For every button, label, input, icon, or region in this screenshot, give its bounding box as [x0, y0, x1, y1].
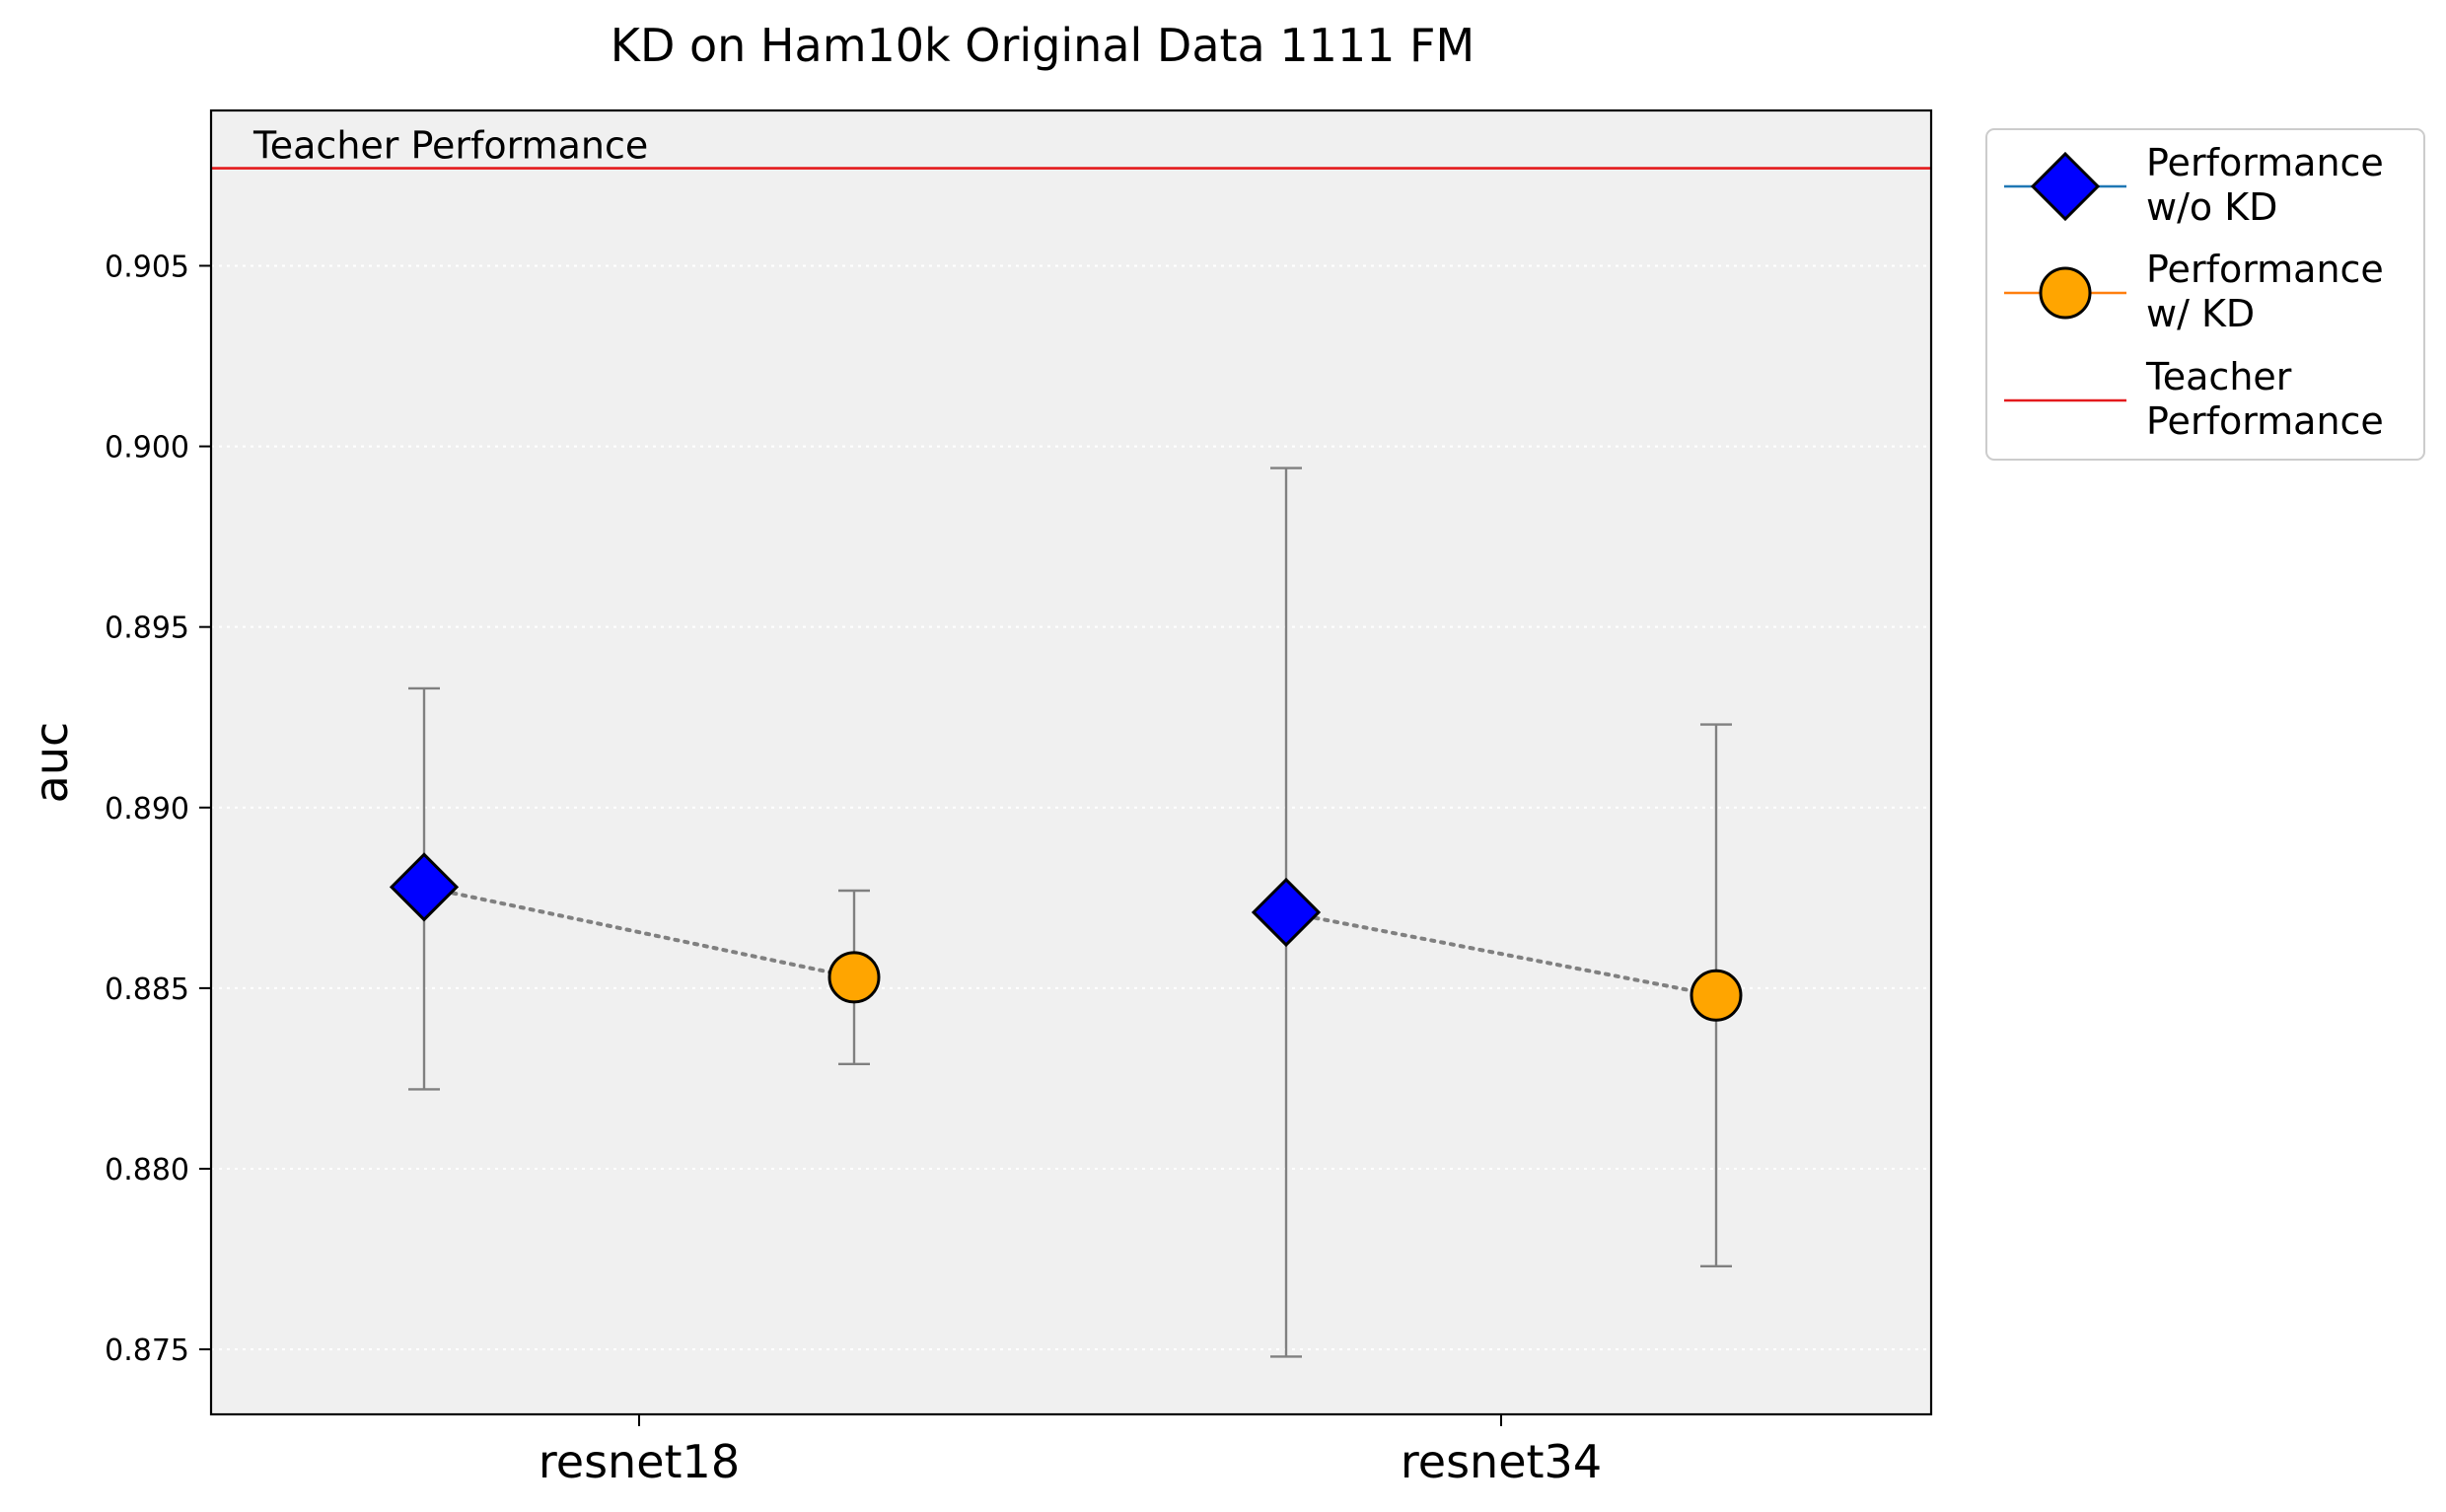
plot-area: [211, 110, 1931, 1414]
y-axis: 0.875 0.880 0.885 0.890 0.895 0.900 0.905: [105, 250, 211, 1368]
teacher-reference: Teacher Performance: [211, 124, 1931, 170]
y-tick-label: 0.890: [105, 792, 189, 827]
grid-lines: [211, 264, 1931, 1351]
y-tick-label: 0.900: [105, 431, 189, 466]
x-tick-label: resnet34: [1401, 1435, 1602, 1488]
y-axis-label: auc: [25, 722, 78, 804]
data-series: [389, 467, 1743, 1358]
legend-diamond-marker: [2030, 151, 2101, 222]
x-tick-label: resnet18: [539, 1435, 740, 1488]
legend-label-line1: Performance: [2146, 248, 2384, 291]
legend-circle-marker: [2039, 266, 2092, 320]
plot-frame: [209, 108, 1933, 1416]
connector-line: [1284, 909, 1718, 998]
legend-label-line1: Performance: [2146, 141, 2384, 184]
legend-label-line2: w/ KD: [2146, 292, 2255, 335]
y-tick-label: 0.880: [105, 1153, 189, 1188]
connector-line: [422, 885, 856, 979]
y-tick-label: 0.875: [105, 1333, 189, 1368]
legend-box: [1985, 128, 2425, 461]
y-tick-label: 0.905: [105, 250, 189, 284]
data-point-without-kd: [389, 852, 460, 922]
data-point-with-kd: [1690, 969, 1743, 1022]
data-point-without-kd: [1251, 877, 1322, 948]
legend-label-line1: Teacher: [2145, 355, 2292, 398]
y-tick-label: 0.885: [105, 972, 189, 1007]
legend-label-line2: w/o KD: [2146, 185, 2277, 229]
y-tick-label: 0.895: [105, 612, 189, 646]
data-point-with-kd: [827, 951, 881, 1004]
x-axis: resnet18 resnet34: [539, 1414, 1602, 1488]
chart-title: KD on Ham10k Original Data 1111 FM: [611, 19, 1475, 72]
legend-label-line2: Performance: [2146, 399, 2384, 443]
teacher-line-label: Teacher Performance: [252, 124, 648, 168]
